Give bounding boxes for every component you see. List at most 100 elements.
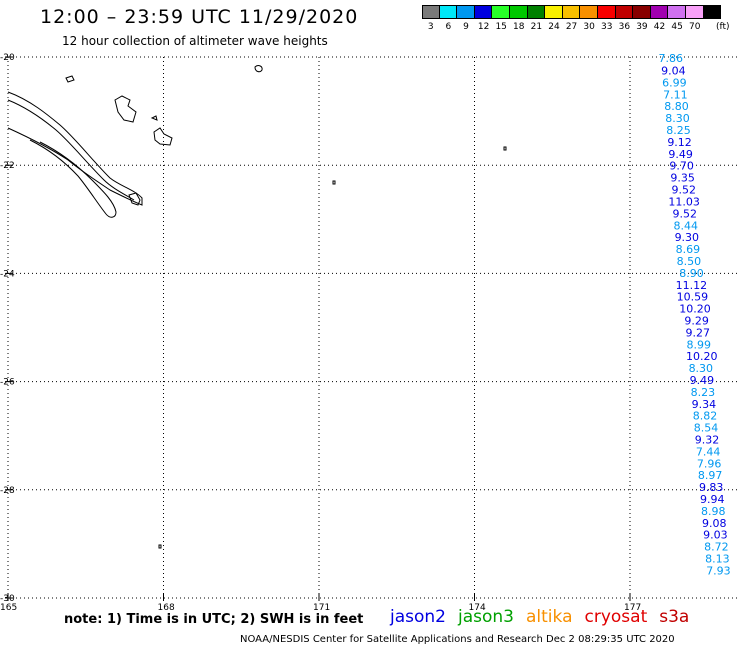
legend-label: 9 <box>463 22 469 32</box>
legend-bin: 3 <box>422 5 440 32</box>
satellite-name-cryosat: cryosat <box>584 607 648 627</box>
legend-bin: 42 <box>650 5 669 32</box>
islet-3 <box>332 180 336 185</box>
swh-value: 9.49 <box>690 374 715 387</box>
satellite-name-altika: altika <box>526 607 573 627</box>
legend-unit: (ft) <box>716 22 730 32</box>
swh-value: 8.82 <box>693 410 718 423</box>
footer-credit: NOAA/NESDIS Center for Satellite Applica… <box>240 634 675 645</box>
lat-label: -30 <box>0 594 15 604</box>
islet-5 <box>158 544 162 549</box>
islet-4 <box>503 146 507 151</box>
swh-value: 8.69 <box>676 243 701 256</box>
legend-swatch <box>492 5 510 19</box>
legend-label: 24 <box>548 22 560 32</box>
swh-value: 8.30 <box>665 112 690 125</box>
legend-bin: 18 <box>509 5 528 32</box>
lon-label: 168 <box>158 603 175 613</box>
coastline <box>7 65 507 549</box>
legend-swatch <box>474 5 493 19</box>
legend-bin: 45 <box>668 5 686 32</box>
loyalty-island-1 <box>114 95 137 123</box>
swh-value: 9.29 <box>684 314 709 327</box>
legend-bin: 39 <box>633 5 651 32</box>
swh-value: 11.03 <box>668 195 700 208</box>
legend-label: 42 <box>653 22 666 32</box>
legend-swatch <box>703 5 722 19</box>
swh-value: 9.94 <box>700 493 725 506</box>
swh-value: 9.52 <box>673 207 698 220</box>
legend-swatch <box>650 5 669 19</box>
legend-label: 45 <box>671 22 683 32</box>
islet-7 <box>150 115 158 121</box>
swh-value: 7.86 <box>659 52 684 65</box>
swh-value: 8.54 <box>694 422 719 435</box>
satellite-name-jason2: jason2 <box>390 607 446 627</box>
swh-value: 8.50 <box>677 255 702 268</box>
swh-value: 9.08 <box>702 517 727 530</box>
swh-value: 10.20 <box>686 350 718 363</box>
swh-value: 8.90 <box>679 267 704 280</box>
wave-height-color-legend: 3 6 9 12 15 18 21 24 27 30 33 36 39 42 45 70 <box>422 5 722 32</box>
satellite-name-s3a: s3a <box>659 607 690 627</box>
swh-value: 9.52 <box>671 184 696 197</box>
swh-value: 8.25 <box>666 124 691 137</box>
swh-value: 9.83 <box>699 481 724 494</box>
page-subtitle: 12 hour collection of altimeter wave hei… <box>62 34 328 48</box>
legend-bin: 21 <box>527 5 546 32</box>
lat-label: -20 <box>0 53 15 63</box>
swh-value: 9.12 <box>667 136 692 149</box>
lat-label: -26 <box>0 378 15 388</box>
islet-2 <box>254 65 263 73</box>
swh-value: 8.13 <box>705 553 730 566</box>
legend-swatch <box>545 5 563 19</box>
legend-label: 3 <box>427 22 434 32</box>
swh-value: 10.59 <box>677 291 709 304</box>
legend-label: 21 <box>530 22 543 32</box>
legend-label: 15 <box>495 22 507 32</box>
legend-bin: 9 <box>457 5 475 32</box>
legend-label: 36 <box>618 22 631 32</box>
new-caledonia-coast-inner <box>7 99 135 201</box>
satellite-legend: jason2 jason3 altika cryosat s3a <box>390 607 701 627</box>
loyalty-island-2 <box>153 127 173 146</box>
legend-swatch <box>422 5 440 19</box>
legend-bin: 24 <box>545 5 563 32</box>
legend-swatch <box>668 5 686 19</box>
lat-label: -22 <box>0 161 15 171</box>
swh-value: 8.97 <box>698 469 723 482</box>
lon-label: 171 <box>313 603 330 613</box>
islet-6 <box>128 192 141 206</box>
swh-value: 9.34 <box>692 398 717 411</box>
new-caledonia-coast-outer <box>7 91 143 206</box>
lat-label: -28 <box>0 486 15 496</box>
swh-value: 8.44 <box>674 219 699 232</box>
lat-label: -24 <box>0 269 15 279</box>
legend-swatch <box>615 5 634 19</box>
legend-label: 12 <box>477 22 490 32</box>
legend-label: 27 <box>565 22 578 32</box>
swh-value: 8.99 <box>686 338 711 351</box>
satellite-track: 7.869.046.997.118.808.308.259.129.499.70… <box>659 52 731 577</box>
swh-value: 9.27 <box>685 326 710 339</box>
swh-value: 8.80 <box>664 100 689 113</box>
legend-swatch <box>562 5 581 19</box>
legend-label: 30 <box>583 22 595 32</box>
legend-bin: 30 <box>580 5 598 32</box>
swh-value: 9.49 <box>668 148 693 161</box>
new-caledonia-south-coast <box>29 139 117 218</box>
legend-swatch <box>580 5 598 19</box>
legend-bin: 6 <box>439 5 458 32</box>
swh-value: 8.72 <box>704 541 729 554</box>
swh-value: 10.20 <box>679 303 711 316</box>
swh-value: 9.70 <box>669 160 694 173</box>
legend-swatch <box>509 5 528 19</box>
satellite-name-jason3: jason3 <box>458 607 514 627</box>
footer-note: note: 1) Time is in UTC; 2) SWH is in fe… <box>64 612 364 627</box>
swh-value: 8.30 <box>689 362 714 375</box>
legend-bin: 36 <box>615 5 634 32</box>
swh-value: 8.23 <box>691 386 716 399</box>
swh-value: 8.98 <box>701 505 726 518</box>
